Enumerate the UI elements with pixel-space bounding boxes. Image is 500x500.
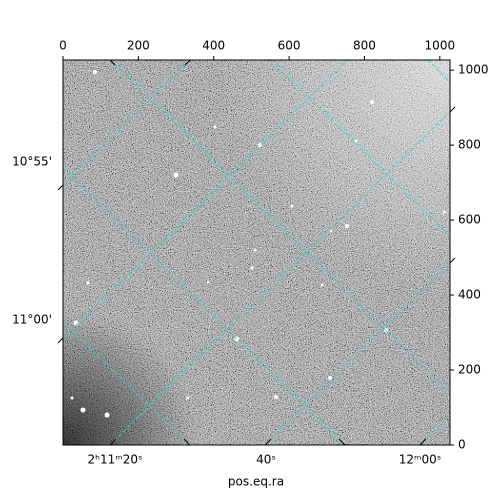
x-tick-label: 200	[127, 39, 150, 53]
sky-image	[63, 60, 450, 445]
x-tick-label: 600	[278, 39, 301, 53]
x-tick-label: 400	[202, 39, 225, 53]
plot-frame	[62, 59, 451, 446]
ra-tick-label: 12ᵐ00ˢ	[399, 453, 442, 467]
y-tick-label: 600	[458, 213, 481, 227]
y-tick-label: 400	[458, 288, 481, 302]
y-tick-label: 800	[458, 138, 481, 152]
x-tick-label: 800	[353, 39, 376, 53]
stars	[70, 70, 446, 418]
ra-tick-label: 2ʰ11ᵐ20ˢ	[88, 453, 143, 467]
y-tick-label: 1000	[458, 63, 489, 77]
dec-tick-label: 10°55'	[12, 155, 52, 169]
dec-tick-label: 11°00'	[12, 313, 52, 327]
x-tick-label: 1000	[425, 39, 456, 53]
ra-tick-label: 40ˢ	[256, 453, 276, 467]
wcs-ticks	[57, 59, 456, 446]
x-axis-label: pos.eq.ra	[228, 475, 284, 489]
y-tick-label: 200	[458, 363, 481, 377]
y-tick-label: 0	[458, 438, 466, 452]
coordinate-grid	[63, 60, 450, 445]
x-tick-label: 0	[59, 39, 67, 53]
